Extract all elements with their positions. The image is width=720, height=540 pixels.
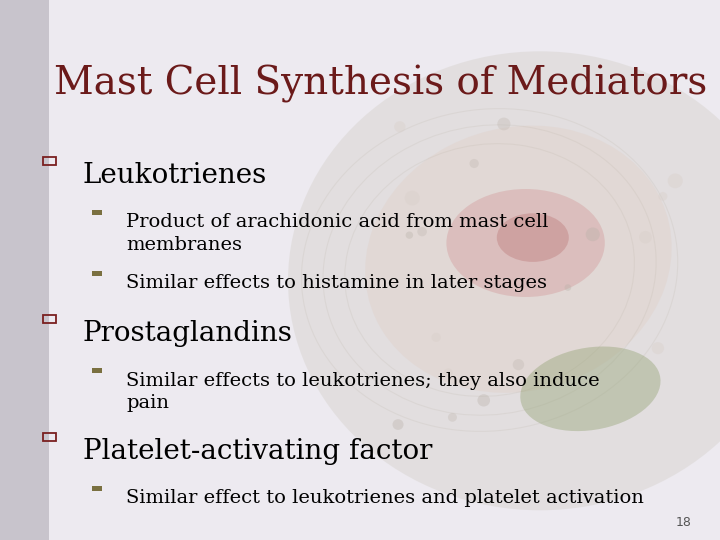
Text: Similar effects to histamine in later stages: Similar effects to histamine in later st… xyxy=(126,274,547,292)
Ellipse shape xyxy=(477,394,490,407)
Text: Similar effect to leukotrienes and platelet activation: Similar effect to leukotrienes and plate… xyxy=(126,489,644,507)
Text: Product of arachidonic acid from mast cell
membranes: Product of arachidonic acid from mast ce… xyxy=(126,213,549,253)
Ellipse shape xyxy=(394,121,405,132)
Ellipse shape xyxy=(658,192,667,201)
Ellipse shape xyxy=(392,419,403,430)
Bar xyxy=(92,485,102,491)
Ellipse shape xyxy=(498,118,510,130)
Ellipse shape xyxy=(418,227,427,237)
Ellipse shape xyxy=(448,413,457,422)
Bar xyxy=(92,210,102,215)
Bar xyxy=(0,0,49,540)
Ellipse shape xyxy=(446,189,605,297)
Ellipse shape xyxy=(469,159,479,168)
Text: 18: 18 xyxy=(675,516,691,529)
Bar xyxy=(92,271,102,276)
Text: Prostaglandins: Prostaglandins xyxy=(83,320,292,347)
Ellipse shape xyxy=(405,191,420,206)
Ellipse shape xyxy=(585,227,600,241)
Ellipse shape xyxy=(564,284,571,291)
Ellipse shape xyxy=(405,232,413,239)
Bar xyxy=(43,433,56,441)
Text: Leukotrienes: Leukotrienes xyxy=(83,162,267,189)
Text: Mast Cell Synthesis of Mediators: Mast Cell Synthesis of Mediators xyxy=(54,65,707,103)
Ellipse shape xyxy=(652,342,664,354)
Ellipse shape xyxy=(444,368,453,377)
Ellipse shape xyxy=(513,359,524,370)
Bar xyxy=(43,157,56,165)
Text: Platelet-activating factor: Platelet-activating factor xyxy=(83,438,432,465)
Bar xyxy=(92,368,102,373)
Ellipse shape xyxy=(639,231,652,244)
Ellipse shape xyxy=(497,213,569,262)
Ellipse shape xyxy=(431,333,441,342)
Ellipse shape xyxy=(288,51,720,510)
Bar xyxy=(43,315,56,323)
Ellipse shape xyxy=(521,347,660,431)
Text: Similar effects to leukotrienes; they also induce
pain: Similar effects to leukotrienes; they al… xyxy=(126,372,600,411)
Ellipse shape xyxy=(365,125,672,393)
Ellipse shape xyxy=(667,173,683,188)
